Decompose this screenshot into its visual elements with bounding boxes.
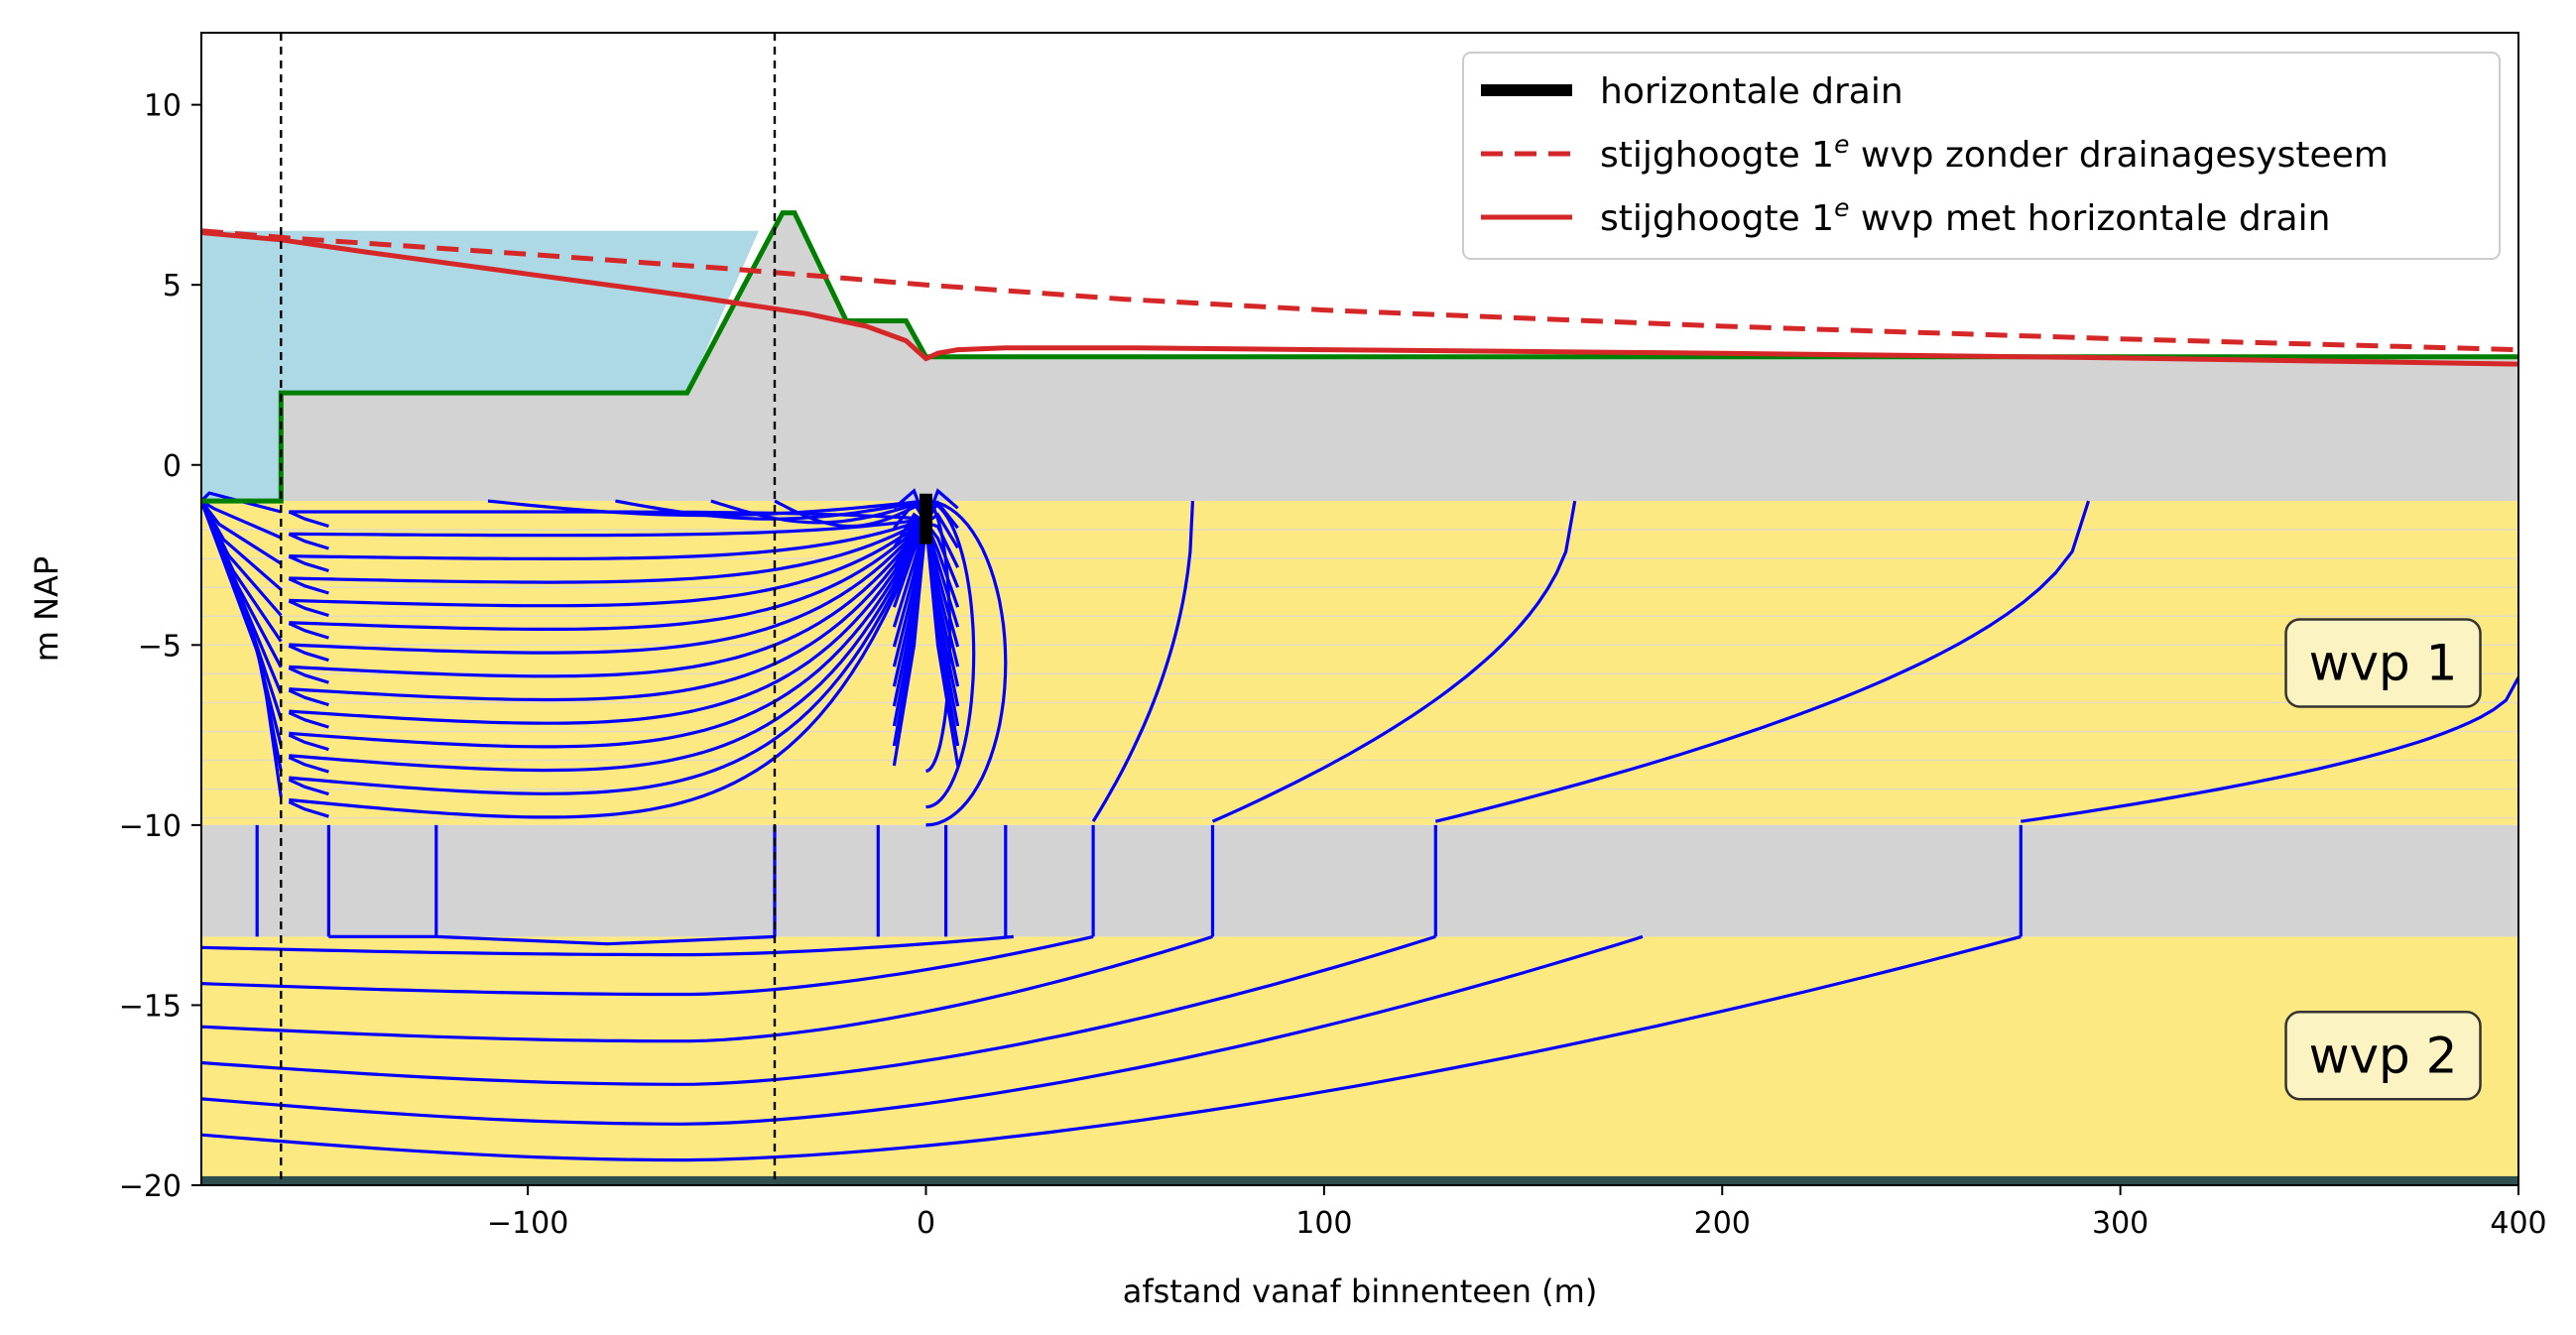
layer-label-box (2284, 1011, 2482, 1101)
flowline-left-entry (288, 554, 329, 573)
y-tick-label: 0 (163, 449, 182, 484)
flowline-deep (201, 934, 1436, 1086)
y-tick-label: −15 (119, 989, 182, 1024)
flowline-left-bundle (201, 491, 282, 514)
flowline-left-bundle (201, 500, 283, 797)
flowline-deep (201, 934, 1644, 1126)
flowline-left-bundle (201, 499, 282, 540)
layer-aquitard (201, 824, 2518, 937)
flowline-upper (289, 517, 927, 584)
ground-profile-line (201, 210, 2518, 504)
profile-and-head-lines (201, 210, 2518, 545)
flowline-right-upper (1091, 501, 1194, 823)
base-layer (201, 1175, 2518, 1185)
reference-lines (280, 33, 777, 1185)
flowline-upper (289, 518, 927, 632)
flowline-upper (289, 518, 927, 702)
flowline-upper (289, 517, 927, 561)
flowline-left-entry (288, 510, 329, 529)
layer-wvp-2 (201, 936, 2518, 1185)
flowline-left-entry (288, 778, 329, 796)
flowline-top (710, 499, 926, 525)
head-line-without-drain (201, 228, 2518, 353)
flowline-drain-halo (925, 499, 976, 809)
flowline-left-entry (288, 667, 329, 684)
water-body (201, 230, 759, 502)
layer-wvp-1 (201, 501, 2518, 825)
flowline-upper (289, 518, 927, 749)
layer-label: wvp 1 (2309, 634, 2458, 691)
x-axis-label: afstand vanaf binnenteen (m) (1123, 1273, 1598, 1310)
flowline-upper (289, 518, 927, 819)
legend: horizontale drain stijghoogte 1e wvp zond… (1462, 52, 2501, 260)
layer-labels: wvp 1 wvp 2 (2284, 618, 2482, 1101)
y-axis-label: m NAP (28, 556, 65, 662)
flowline-upper (289, 518, 927, 725)
x-tick-label: −100 (487, 1206, 568, 1241)
x-tick-label: 100 (1295, 1206, 1352, 1241)
x-axis: −100 0 100 200 300 400 (487, 1185, 2547, 1241)
x-tick-label: 300 (2092, 1206, 2148, 1241)
y-tick-label: 5 (163, 269, 182, 303)
y-tick-label: −20 (119, 1169, 182, 1204)
flowline-deep (201, 934, 2022, 1162)
legend-label: horizontale drain (1600, 71, 1903, 112)
flowline-upper (289, 518, 927, 678)
flowline-left-entry (288, 644, 329, 663)
y-tick-label: −10 (119, 809, 182, 844)
flowline-left-entry (288, 533, 329, 550)
flowline-right-upper (1211, 500, 1577, 823)
flowline-left-entry (288, 756, 329, 774)
flowline-right-upper (2021, 676, 2518, 823)
flowline-top (774, 499, 927, 529)
flowline-upper (289, 518, 927, 795)
layer-label: wvp 2 (2309, 1027, 2458, 1084)
flowline-left-entry (288, 688, 329, 707)
flowline-left-entry (288, 599, 329, 618)
head-line-with-drain (201, 230, 2518, 367)
flowline-upper (289, 517, 927, 608)
flowline-deep (201, 934, 1014, 957)
y-tick-label: −5 (138, 629, 182, 664)
flowline-left-entry (288, 711, 329, 729)
plot-frame (200, 32, 2519, 1186)
flowline-aquitard-bottom (435, 934, 776, 946)
x-tick-label: 0 (917, 1206, 935, 1241)
x-tick-label: 200 (1694, 1206, 1751, 1241)
flowline-upper (289, 518, 927, 773)
flowline-left-entry (288, 800, 329, 818)
flowline-upper (289, 518, 927, 655)
y-tick-label: 10 (144, 89, 182, 124)
flowline-deep (201, 934, 1213, 1043)
legend-box (1462, 52, 2501, 260)
flowlines (201, 488, 2518, 1162)
legend-label: stijghoogte 1e wvp zonder drainagesystee… (1600, 130, 2389, 176)
flowline-deep (201, 934, 1094, 997)
layer-label-box (2284, 618, 2482, 708)
x-tick-label: 400 (2490, 1206, 2546, 1241)
y-axis: −20 −15 −10 −5 0 5 10 (119, 89, 201, 1204)
flowline-drain-halo (925, 499, 1008, 827)
flowline-right-upper (1434, 500, 2091, 823)
flowline-left-entry (288, 733, 329, 752)
legend-label: stijghoogte 1e wvp met horizontale drain (1600, 193, 2330, 239)
flowline-upper (289, 517, 926, 538)
flowline-left-entry (288, 577, 329, 595)
flowline-left-entry (288, 622, 329, 640)
